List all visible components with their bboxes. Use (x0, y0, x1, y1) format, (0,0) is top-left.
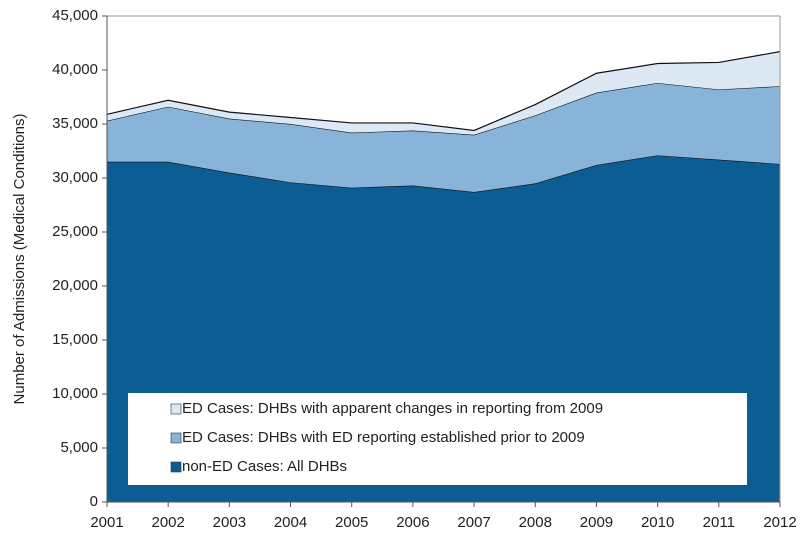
legend-swatch (170, 403, 182, 415)
x-tick-label: 2008 (519, 514, 552, 531)
y-tick-label: 15,000 (52, 331, 98, 348)
area (107, 51, 780, 135)
legend-swatch (170, 432, 182, 444)
legend-label: non-ED Cases: All DHBs (182, 458, 347, 475)
y-tick-label: 5,000 (60, 439, 98, 456)
y-tick-label: 10,000 (52, 385, 98, 402)
x-tick-label: 2002 (151, 514, 184, 531)
x-tick-label: 2012 (763, 514, 796, 531)
area-edge (106, 51, 781, 132)
y-tick-label: 0 (90, 493, 98, 510)
x-tick-label: 2009 (580, 514, 613, 531)
legend-swatch (170, 461, 182, 473)
y-tick-label: 30,000 (52, 169, 98, 186)
x-tick-label: 2006 (396, 514, 429, 531)
x-tick-label: 2003 (213, 514, 246, 531)
legend-label: ED Cases: DHBs with apparent changes in … (182, 400, 603, 417)
x-tick-label: 2011 (703, 514, 735, 531)
legend: ED Cases: DHBs with apparent changes in … (128, 393, 747, 485)
x-tick-label: 2004 (274, 514, 307, 531)
legend-box (128, 393, 747, 485)
area (107, 82, 780, 193)
x-tick-label: 2010 (641, 514, 674, 531)
y-tick-label: 35,000 (52, 115, 98, 132)
legend-label: ED Cases: DHBs with ED reporting establi… (182, 429, 585, 446)
y-tick-label: 25,000 (52, 223, 98, 240)
y-tick-label: 20,000 (52, 277, 98, 294)
y-tick-label: 40,000 (52, 61, 98, 78)
x-tick-label: 2001 (90, 514, 123, 531)
x-tick-label: 2007 (457, 514, 490, 531)
y-axis-label: Number of Admissions (Medical Conditions… (11, 114, 28, 405)
x-tick-label: 2005 (335, 514, 368, 531)
y-tick-label: 45,000 (52, 7, 98, 24)
